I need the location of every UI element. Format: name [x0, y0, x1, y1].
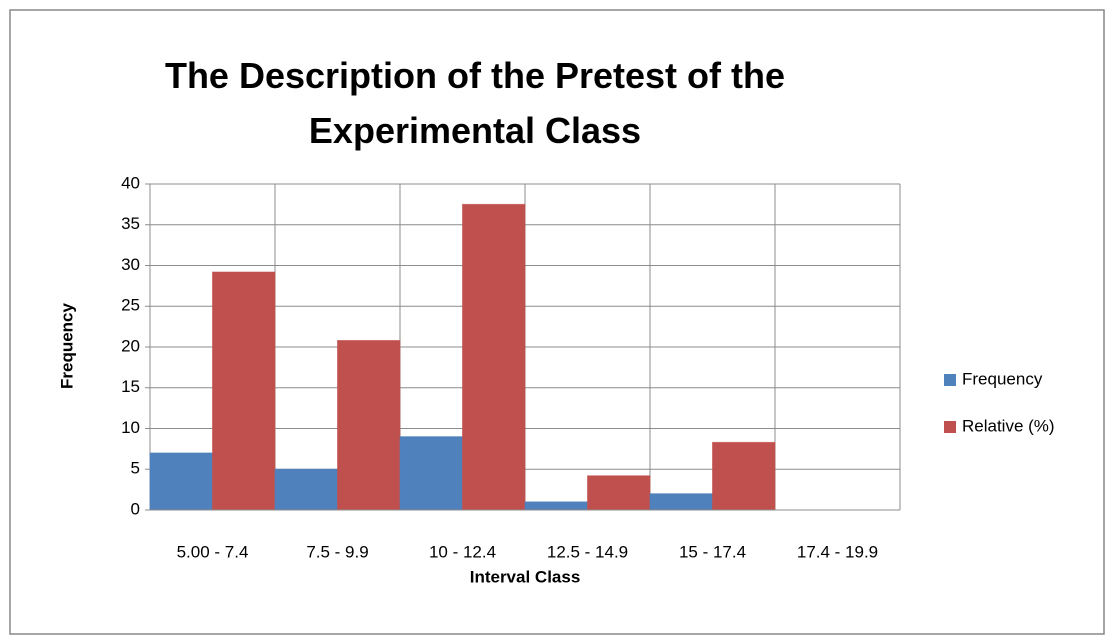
- bar: [212, 271, 276, 511]
- y-tick-label: 30: [121, 255, 140, 274]
- x-tick-label: 5.00 - 7.4: [177, 542, 249, 561]
- bar: [462, 203, 526, 511]
- x-axis-label: Interval Class: [470, 567, 581, 586]
- x-tick-label: 15 - 17.4: [679, 542, 746, 561]
- x-tick-label: 12.5 - 14.9: [547, 542, 628, 561]
- x-tick-label: 7.5 - 9.9: [306, 542, 368, 561]
- chart-border: [9, 9, 1105, 635]
- y-tick-label: 20: [121, 336, 140, 355]
- y-tick-label: 10: [121, 418, 140, 437]
- bar: [149, 452, 213, 511]
- legend-swatch: [944, 421, 956, 433]
- legend-label: Relative (%): [962, 416, 1055, 435]
- chart-title: The Description of the Pretest of the Ex…: [164, 55, 786, 151]
- y-tick-label: 25: [121, 296, 140, 315]
- y-tick-label: 15: [121, 377, 140, 396]
- y-tick-label: 5: [131, 459, 140, 478]
- bar: [587, 475, 651, 511]
- bar: [274, 468, 338, 511]
- y-tick-label: 0: [131, 499, 140, 518]
- bar: [524, 501, 588, 511]
- legend-swatch: [944, 374, 956, 386]
- y-tick-label: 35: [121, 214, 140, 233]
- bar: [399, 436, 463, 511]
- bar: [649, 493, 713, 511]
- legend-label: Frequency: [962, 369, 1043, 388]
- x-tick-label: 10 - 12.4: [429, 542, 496, 561]
- bar: [337, 339, 401, 511]
- y-tick-label: 40: [121, 173, 140, 192]
- x-tick-label: 17.4 - 19.9: [797, 542, 878, 561]
- bar: [712, 441, 776, 511]
- y-axis-label: Frequency: [57, 302, 76, 389]
